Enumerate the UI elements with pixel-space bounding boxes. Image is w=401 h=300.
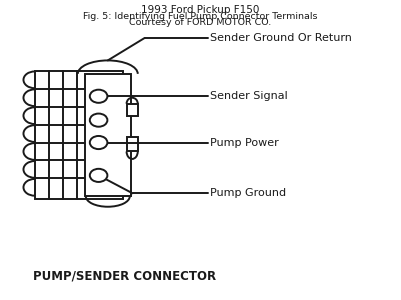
Text: 1993 Ford Pickup F150: 1993 Ford Pickup F150 (141, 5, 260, 15)
Circle shape (90, 90, 107, 103)
Text: Courtesy of FORD MOTOR CO.: Courtesy of FORD MOTOR CO. (130, 18, 271, 27)
Text: Pump Ground: Pump Ground (211, 188, 287, 198)
Text: Sender Ground Or Return: Sender Ground Or Return (211, 33, 352, 43)
Text: Fig. 5: Identifying Fuel Pump Connector Terminals: Fig. 5: Identifying Fuel Pump Connector … (83, 12, 318, 21)
Bar (127, 104, 138, 116)
Bar (127, 136, 138, 152)
Text: PUMP/SENDER CONNECTOR: PUMP/SENDER CONNECTOR (32, 270, 216, 283)
Bar (85, 74, 131, 196)
Circle shape (90, 169, 107, 182)
Circle shape (90, 136, 107, 149)
Text: Sender Signal: Sender Signal (211, 91, 288, 101)
Circle shape (90, 114, 107, 127)
Text: Pump Power: Pump Power (211, 137, 279, 148)
Bar (34, 71, 123, 199)
